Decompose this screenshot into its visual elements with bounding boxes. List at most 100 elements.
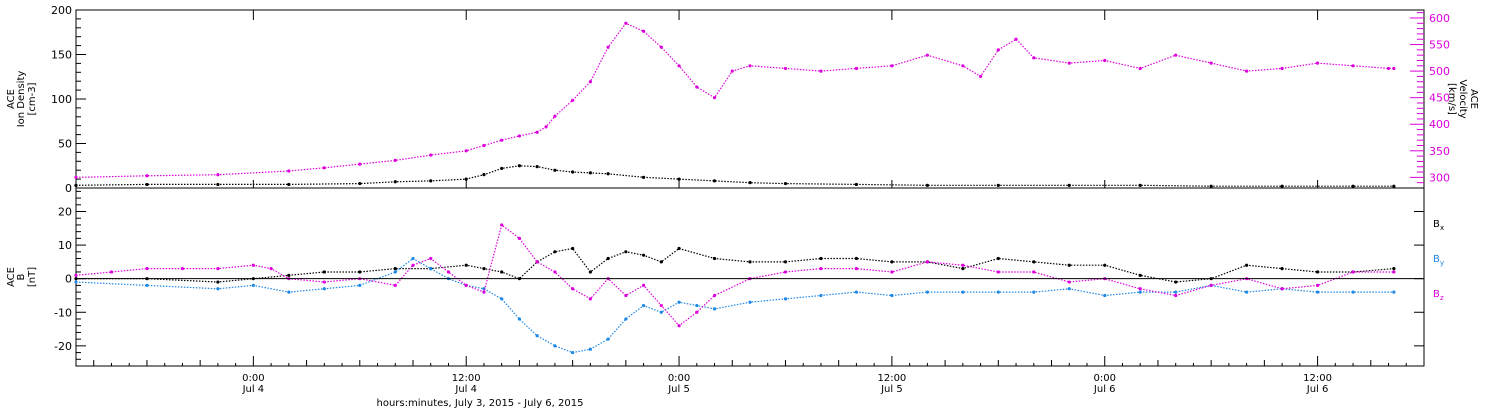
bz-point	[783, 270, 788, 274]
density-axis-label-line3: [cm-3]	[27, 82, 38, 115]
bz-point	[322, 280, 326, 284]
density-point	[1280, 184, 1284, 188]
b-field-axis-ticks: -20 -10 0 10 20	[54, 190, 1424, 367]
top-series-group	[74, 21, 1396, 188]
time-tick-label: 0:00	[668, 373, 690, 384]
velocity-axis-label-line2: Velocity	[1457, 79, 1468, 118]
density-point	[712, 179, 717, 183]
velocity-point	[1351, 64, 1355, 68]
velocity-point	[1386, 66, 1391, 71]
density-point	[1351, 184, 1355, 188]
density-point	[74, 183, 78, 187]
bx-point	[854, 256, 859, 261]
bz-point	[1392, 270, 1396, 274]
density-tick-label: 0	[65, 182, 72, 195]
bz-point	[1315, 283, 1320, 287]
by-point	[961, 290, 965, 294]
velocity-point	[145, 174, 149, 178]
b-tick-label: 20	[58, 206, 72, 219]
bx-trace	[76, 247, 1394, 283]
velocity-point	[287, 169, 291, 173]
velocity-tick-label: 600	[1429, 12, 1450, 25]
density-point	[925, 183, 929, 187]
by-point	[145, 283, 149, 287]
bz-point	[819, 267, 823, 271]
density-point	[1392, 184, 1396, 188]
bottom-series-group	[74, 223, 1396, 355]
bz-point	[109, 270, 114, 274]
bx-point	[358, 270, 362, 274]
bx-point	[1315, 270, 1320, 274]
velocity-tick-label: 500	[1429, 65, 1450, 78]
by-point	[925, 290, 929, 294]
velocity-axis-ticks: 300 350 400 450 500 550 600	[1410, 12, 1450, 189]
velocity-tick-label: 300	[1429, 171, 1450, 184]
density-point	[748, 181, 752, 185]
density-axis-ticks: 0 50 100 150 200	[51, 4, 86, 195]
velocity-point	[464, 149, 468, 153]
velocity-tick-label: 400	[1429, 118, 1450, 131]
time-tick-date: Jul 5	[880, 384, 903, 395]
bz-point	[854, 267, 859, 271]
bz-point	[74, 273, 78, 277]
velocity-tick-label: 350	[1429, 145, 1450, 158]
density-tick-label: 200	[51, 4, 72, 17]
time-tick-date: Jul 4	[454, 384, 477, 395]
bx-point	[783, 260, 788, 264]
density-tick-label: 100	[51, 93, 72, 106]
bz-point	[180, 267, 185, 271]
by-point	[1315, 290, 1320, 294]
time-tick-date: Jul 5	[667, 384, 690, 395]
bx-point	[890, 260, 894, 264]
b-tick-label: -10	[54, 306, 72, 319]
by-point	[1392, 290, 1396, 294]
legend-label-y: B	[1433, 254, 1440, 265]
velocity-point	[429, 153, 433, 157]
by-point	[1351, 290, 1355, 294]
velocity-tick-label: 550	[1429, 39, 1450, 52]
bz-trace	[75, 223, 1394, 327]
density-point	[145, 182, 149, 187]
time-tick-date: Jul 6	[1306, 384, 1329, 395]
time-tick-label: 12:00	[877, 373, 906, 384]
velocity-point	[1392, 66, 1396, 71]
x-axis-label: hours:minutes, July 3, 2015 - July 6, 20…	[377, 398, 584, 409]
density-axis-label-line2: Ion Density	[16, 71, 27, 128]
b-axis-label-line2: B	[16, 273, 27, 280]
density-point	[287, 182, 291, 187]
bz-point	[1032, 270, 1036, 274]
bx-point	[819, 256, 823, 261]
velocity-point	[322, 166, 326, 170]
b-tick-label: -20	[54, 340, 72, 353]
bz-point	[961, 263, 965, 267]
b-tick-label: 0	[65, 273, 72, 286]
b-axis-label-line1: ACE	[6, 267, 17, 287]
density-point	[1138, 183, 1142, 187]
time-tick-label: 12:00	[1303, 373, 1332, 384]
legend-label-z: B	[1433, 289, 1440, 300]
velocity-point	[393, 158, 397, 162]
density-trace	[75, 165, 1394, 187]
density-axis-label-line1: ACE	[6, 89, 17, 109]
bz-point	[996, 270, 1000, 274]
time-tick-label: 0:00	[1094, 373, 1116, 384]
legend-sub-z: z	[1440, 294, 1444, 302]
density-tick-label: 50	[58, 138, 72, 151]
bz-point	[145, 267, 149, 271]
bx-point	[322, 270, 326, 274]
density-point	[358, 181, 362, 186]
bz-point	[890, 270, 894, 274]
velocity-axis-label-line3: [km/s]	[1446, 83, 1457, 115]
velocity-tick-label: 450	[1429, 92, 1450, 105]
time-tick-date: Jul 4	[242, 384, 265, 395]
by-point	[890, 293, 894, 298]
time-tick-label: 12:00	[452, 373, 481, 384]
density-point	[677, 177, 681, 181]
velocity-point	[500, 138, 504, 142]
velocity-point	[854, 66, 859, 71]
b-tick-label: 10	[58, 239, 72, 252]
velocity-trace	[75, 22, 1394, 178]
